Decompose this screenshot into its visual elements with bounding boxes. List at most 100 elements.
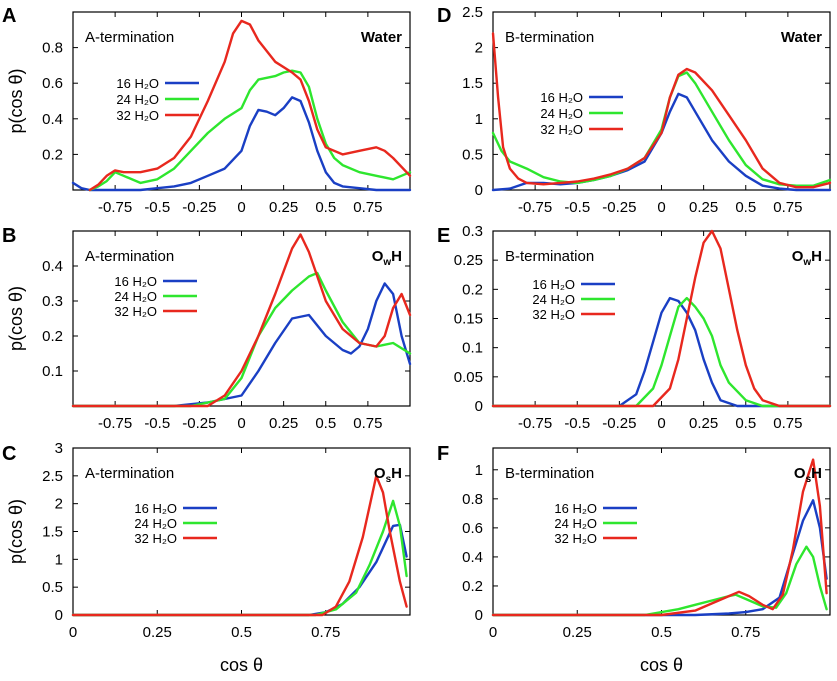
x-tick-label-B: 0.25: [269, 415, 298, 432]
y-axis-label-A: p(cos θ): [6, 68, 26, 133]
y-tick-label-D: 1.5: [462, 75, 483, 92]
series-line-B-32HO: [71, 233, 412, 408]
y-tick-label-F: 0.6: [462, 520, 483, 537]
legend-label-D: 16 H₂O: [540, 90, 583, 105]
x-tick-label-D: 0.75: [773, 199, 802, 216]
y-tick-label-D: 2: [475, 40, 483, 57]
y-tick-label-D: 2.5: [462, 4, 483, 21]
y-tick-label-C: 0: [55, 607, 63, 624]
panel-letter-B: B: [2, 225, 16, 247]
y-tick-label-F: 0.4: [462, 549, 483, 566]
panel-title-D: Water: [781, 29, 822, 46]
y-tick-label-B: 0.2: [42, 328, 63, 345]
x-tick-label-F: 0.25: [563, 624, 592, 641]
x-tick-label-B: 0.5: [315, 415, 336, 432]
y-tick-label-E: 0.3: [462, 223, 483, 240]
y-tick-label-C: 0.5: [42, 579, 63, 596]
series-line-A-24HO: [88, 69, 412, 192]
x-tick-label-D: 0: [657, 199, 665, 216]
y-tick-label-F: 0: [475, 607, 483, 624]
x-tick-label-F: 0.75: [731, 624, 760, 641]
y-tick-label-C: 1: [55, 551, 63, 568]
x-tick-label-D: 0.25: [689, 199, 718, 216]
series-line-D-32HO: [491, 32, 832, 189]
x-tick-label-E: 0.5: [735, 415, 756, 432]
x-tick-label-E: 0.75: [773, 415, 802, 432]
series-line-F-24HO: [491, 545, 828, 617]
y-tick-label-B: 0.1: [42, 363, 63, 380]
y-tick-label-B: 0.3: [42, 293, 63, 310]
x-tick-label-B: -0.25: [182, 415, 216, 432]
legend-label-E: 16 H₂O: [532, 277, 575, 292]
panel-title-subscript-C: s: [386, 474, 392, 485]
panel-title-subscript-B: w: [382, 257, 391, 268]
legend-label-D: 24 H₂O: [540, 106, 583, 121]
series-line-E-32HO: [491, 229, 832, 408]
x-tick-label-B: 0: [237, 415, 245, 432]
termination-label-C: A-termination: [85, 465, 174, 482]
x-tick-label-E: -0.25: [602, 415, 636, 432]
legend-label-F: 16 H₂O: [554, 501, 597, 516]
panel-letter-D: D: [437, 5, 451, 27]
termination-label-D: B-termination: [505, 29, 594, 46]
x-tick-label-F: 0: [489, 624, 497, 641]
panel-title-suffix-B: H: [391, 248, 402, 265]
x-tick-label-E: -0.75: [518, 415, 552, 432]
termination-label-A: A-termination: [85, 29, 174, 46]
y-tick-label-E: 0.15: [454, 311, 483, 328]
panel-letter-E: E: [437, 225, 450, 247]
y-tick-label-A: 0.8: [42, 40, 63, 57]
termination-label-E: B-termination: [505, 248, 594, 265]
series-line-C-24HO: [71, 499, 408, 617]
series-line-A-16HO: [71, 96, 412, 192]
y-tick-label-E: 0.05: [454, 369, 483, 386]
panel-title-C: OsH: [374, 465, 402, 485]
x-tick-label-D: 0.5: [735, 199, 756, 216]
legend-label-B: 16 H₂O: [114, 274, 157, 289]
x-tick-label-E: -0.5: [564, 415, 590, 432]
y-tick-label-E: 0.25: [454, 252, 483, 269]
y-tick-label-D: 0.5: [462, 146, 483, 163]
legend-label-F: 32 H₂O: [554, 531, 597, 546]
x-tick-label-B: -0.5: [144, 415, 170, 432]
termination-label-B: A-termination: [85, 248, 174, 265]
legend-label-C: 32 H₂O: [134, 531, 177, 546]
series-line-E-24HO: [491, 296, 832, 408]
y-tick-label-F: 0.2: [462, 578, 483, 595]
panel-title-B: OwH: [372, 248, 402, 268]
legend-label-F: 24 H₂O: [554, 516, 597, 531]
x-tick-label-B: -0.75: [98, 415, 132, 432]
termination-label-F: B-termination: [505, 465, 594, 482]
x-tick-label-D: -0.5: [564, 199, 590, 216]
legend-label-C: 24 H₂O: [134, 516, 177, 531]
x-tick-label-A: 0.75: [353, 199, 382, 216]
y-tick-label-E: 0.2: [462, 281, 483, 298]
panel-title-suffix-C: H: [391, 465, 402, 482]
panel-letter-A: A: [2, 5, 16, 27]
panel-title-suffix-F: H: [811, 465, 822, 482]
series-line-B-16HO: [71, 282, 412, 408]
legend-label-A: 16 H₂O: [116, 76, 159, 91]
panel-title-F: OsH: [794, 465, 822, 485]
panel-title-A: Water: [361, 29, 402, 46]
x-tick-label-A: -0.75: [98, 199, 132, 216]
y-tick-label-C: 2: [55, 496, 63, 513]
x-tick-label-A: 0: [237, 199, 245, 216]
y-axis-label-C: p(cos θ): [6, 499, 26, 564]
series-line-F-32HO: [491, 458, 828, 617]
panel-letter-C: C: [2, 443, 16, 465]
x-tick-label-C: 0.75: [311, 624, 340, 641]
y-tick-label-C: 1.5: [42, 524, 63, 541]
x-tick-label-A: 0.5: [315, 199, 336, 216]
series-line-E-16HO: [491, 296, 832, 408]
y-tick-label-F: 0.8: [462, 491, 483, 508]
panel-title-E: OwH: [792, 248, 822, 268]
y-tick-label-C: 2.5: [42, 468, 63, 485]
series-line-C-16HO: [71, 523, 408, 617]
y-tick-label-E: 0.1: [462, 340, 483, 357]
y-tick-label-E: 0: [475, 398, 483, 415]
x-tick-label-C: 0: [69, 624, 77, 641]
legend-label-C: 16 H₂O: [134, 501, 177, 516]
x-tick-label-B: 0.75: [353, 415, 382, 432]
